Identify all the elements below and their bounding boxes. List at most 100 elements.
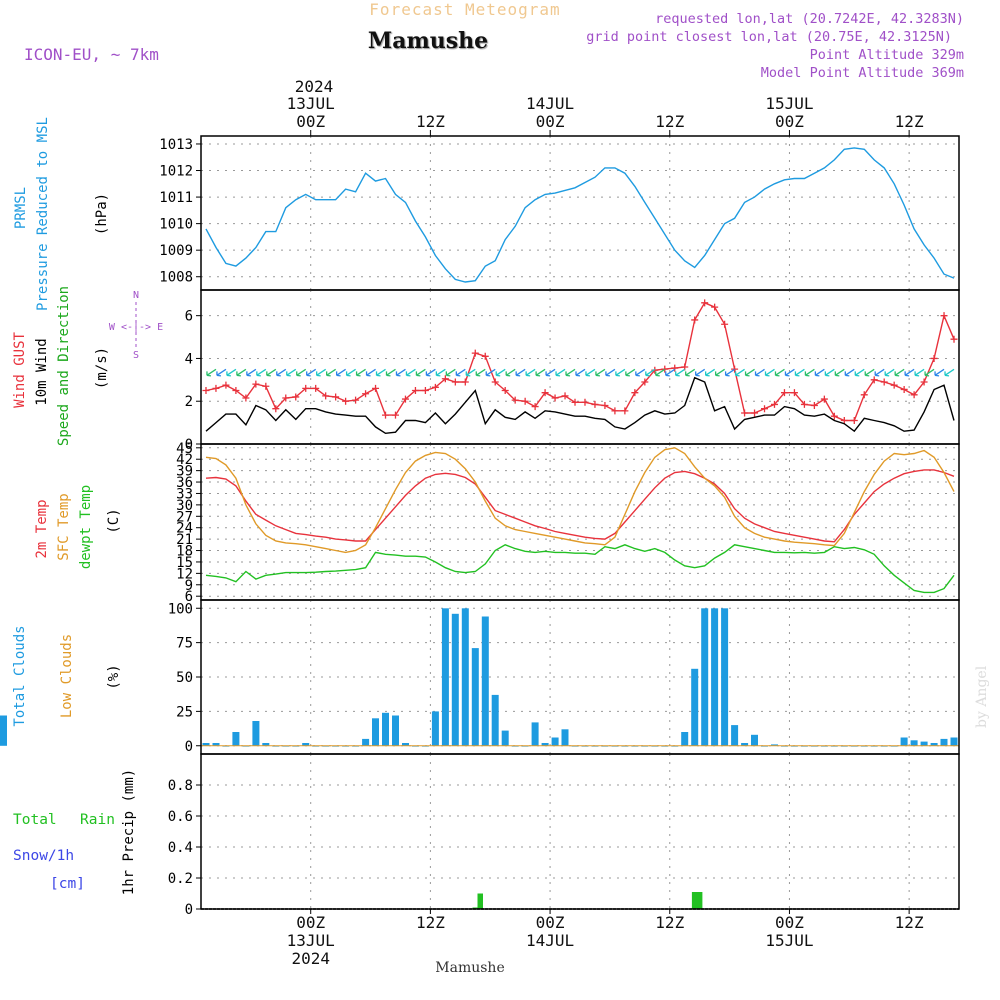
- gust-point-marker: [501, 387, 509, 395]
- bar-clouds: [451, 613, 459, 746]
- wind-direction-arrow: [385, 368, 396, 377]
- gust-point-marker: [481, 352, 489, 360]
- wind-direction-arrow: [485, 368, 496, 377]
- gust-point-marker: [890, 381, 898, 389]
- point-altitude: Point Altitude 329m: [810, 47, 964, 63]
- bar-clouds: [771, 744, 778, 746]
- gust-point-marker: [581, 398, 589, 406]
- top-hour-label: 00Z: [536, 112, 565, 131]
- model-point-altitude: Model Point Altitude 369m: [761, 65, 964, 81]
- gust-point-marker: [322, 392, 330, 400]
- bar-clouds: [910, 740, 918, 746]
- bottom-hour-label: 00Z: [536, 913, 565, 932]
- bar-precipitation: [696, 892, 703, 909]
- y-tick-label: 1011: [159, 190, 193, 206]
- wind-direction-arrow: [286, 368, 297, 377]
- wind-direction-arrow: [375, 368, 386, 377]
- y-tick-label: 45: [176, 441, 193, 457]
- bar-clouds: [711, 608, 719, 746]
- series-line-temperature-1: [205, 447, 955, 554]
- wind-direction-arrow: [625, 368, 636, 377]
- gust-point-marker: [222, 381, 230, 389]
- y-tick-label: 0.2: [168, 871, 193, 887]
- y-tick-label: 39: [176, 464, 193, 480]
- gust-point-marker: [691, 316, 699, 324]
- top-hour-label: 12Z: [416, 112, 445, 131]
- panel-frame: [200, 753, 960, 910]
- gust-point-marker: [751, 409, 759, 417]
- gust-point-marker: [431, 383, 439, 391]
- wind-direction-arrow: [575, 368, 586, 377]
- gust-point-marker: [830, 412, 838, 420]
- gust-point-marker: [262, 382, 270, 390]
- gust-point-marker: [342, 397, 350, 405]
- gust-point-marker: [880, 378, 888, 386]
- bar-clouds: [751, 734, 758, 746]
- gust-point-marker: [711, 303, 719, 311]
- y-tick-label: 75: [176, 636, 193, 652]
- gust-point-marker: [621, 407, 629, 415]
- wind-direction-arrow: [894, 368, 905, 377]
- wind-direction-arrow: [236, 368, 247, 377]
- y-tick-label: 33: [176, 486, 193, 502]
- top-year-label: 2024: [295, 77, 334, 96]
- bottom-date-label: 14JUL: [526, 931, 574, 950]
- bar-clouds: [461, 608, 469, 746]
- wind-direction-arrow: [665, 368, 676, 377]
- wind-direction-arrow: [695, 368, 706, 377]
- total-rain-rain: Rain: [80, 812, 115, 828]
- wind-direction-arrow: [645, 368, 656, 377]
- location-title: Mamushe: [368, 28, 488, 54]
- wind-direction-arrow: [296, 368, 307, 377]
- bar-clouds: [691, 668, 699, 746]
- gust-point-marker: [800, 400, 808, 408]
- precip-ylabels: Total Rain Snow/1h [cm] 1hr Precip (mm): [13, 769, 137, 895]
- wind-direction-arrow: [306, 368, 317, 377]
- bottom-year-label: 2024: [291, 949, 330, 968]
- pressure-msl-label: Pressure Reduced to MSL: [35, 117, 51, 311]
- gust-point-marker: [531, 403, 539, 411]
- wind-direction-arrow: [495, 368, 506, 377]
- panel-pressure: 1008 1009 1010 1011 1012 1013: [159, 135, 960, 291]
- y-tick-label: 1009: [159, 243, 193, 259]
- wind-direction-arrow: [814, 368, 825, 377]
- bar-clouds: [431, 711, 439, 746]
- wind-direction-arrow: [794, 368, 805, 377]
- gust-point-marker: [212, 384, 220, 392]
- y-tick-label: 2: [185, 394, 193, 410]
- gust-point-marker: [731, 365, 739, 373]
- wind-direction-arrow: [734, 368, 745, 377]
- series-line-temperature-2: [205, 544, 955, 594]
- bar-clouds: [551, 737, 559, 746]
- bottom-date-label: 13JUL: [287, 931, 335, 950]
- bar-clouds: [930, 743, 938, 746]
- y-tick-label: 4: [185, 351, 193, 367]
- gust-point-marker: [282, 394, 290, 402]
- bar-clouds: [501, 730, 509, 746]
- bar-precipitation: [691, 892, 698, 909]
- gust-point-marker: [441, 375, 449, 383]
- bar-clouds: [681, 732, 689, 746]
- gust-point-marker: [451, 378, 459, 386]
- top-date-label: 13JUL: [287, 94, 335, 113]
- bar-clouds: [382, 712, 389, 746]
- wind-direction-arrow: [246, 368, 257, 377]
- speed-direction-label: Speed and Direction: [56, 286, 72, 446]
- bar-precipitation: [477, 893, 483, 909]
- bar-clouds: [202, 743, 210, 746]
- wind-direction-arrow: [744, 368, 755, 377]
- panel-frame: [200, 135, 960, 291]
- gust-point-marker: [401, 395, 409, 403]
- y-tick-label: 12: [176, 566, 193, 582]
- temp-ylabels: 2m Temp SFC Temp dewpt Temp (C): [34, 485, 122, 569]
- compass-s: S: [133, 350, 139, 361]
- gust-point-marker: [741, 409, 749, 417]
- gust-point-marker: [421, 387, 429, 395]
- top-hour-label: 12Z: [655, 112, 684, 131]
- precip-mm-label: 1hr Precip (mm): [121, 769, 137, 895]
- y-tick-label: 1012: [159, 164, 193, 180]
- gust-point-marker: [940, 312, 948, 320]
- top-hour-label: 00Z: [296, 112, 325, 131]
- wind-direction-arrow: [515, 368, 526, 377]
